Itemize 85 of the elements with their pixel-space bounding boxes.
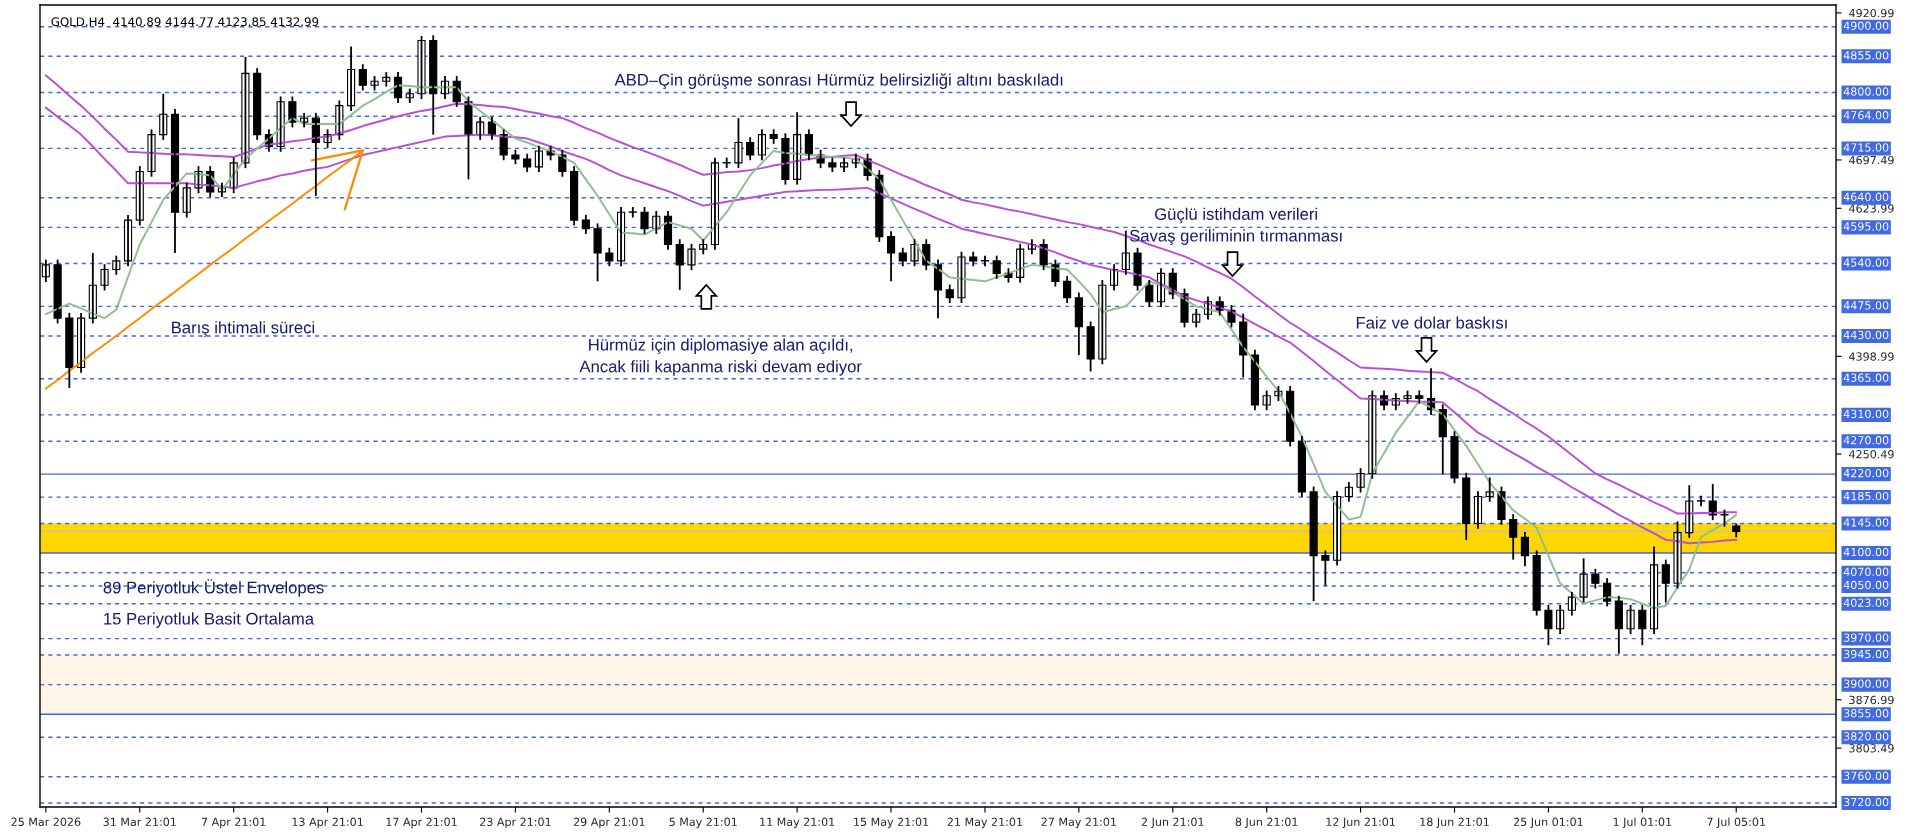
candlestick (1321, 549, 1330, 587)
annotation: Faiz ve dolar baskısı (1356, 316, 1507, 329)
ref-line-label: 4185.00 (1843, 491, 1889, 501)
ref-line-label: 4595.00 (1843, 222, 1889, 231)
ref-line-label: 4715.00 (1843, 143, 1889, 152)
candlestick (1591, 567, 1600, 590)
ref-line-label: 4100.00 (1843, 547, 1889, 557)
ref-line-label: 3760.00 (1844, 771, 1889, 780)
annotation: 89 Periyotluk Üstel Envelopes (103, 579, 324, 597)
annotation: Güçlü istihdam verileri Savaş geriliminin tırmanması (1129, 207, 1342, 245)
x-tick-label: 7 Apr 21:01 (201, 817, 266, 829)
candlestick (417, 35, 426, 100)
y-tick-label: 4920.99 (1849, 8, 1894, 18)
ref-line-label: 3720.00 (1844, 797, 1889, 807)
x-tick-label: 7 Jul 05:01 (1707, 817, 1765, 829)
ref-line-label: 4365.00 (1843, 373, 1889, 382)
annotation: Barış ihtimali süreci (172, 321, 315, 337)
x-tick-label: 8 Jun 21:01 (1235, 817, 1298, 829)
candlestick (1696, 494, 1706, 508)
annotation: ABD–Çin görüşme sonrası Hürmüz belirsizliği altını baskıladı (614, 73, 1063, 90)
x-tick-label: 13 Apr 21:01 (292, 817, 363, 829)
x-tick-label: 25 Jun 01:01 (1513, 817, 1583, 829)
candlestick (241, 56, 250, 170)
x-tick-label: 23 Apr 21:01 (480, 817, 551, 829)
ref-line-label: 4220.00 (1843, 468, 1889, 478)
candlestick (1133, 246, 1142, 292)
text: GOLD,H4 4140.89 4144.77 4123.85 4132.99 (51, 17, 319, 28)
ref-line-label: 4270.00 (1843, 436, 1889, 445)
candlestick (910, 238, 919, 268)
candlestick (100, 263, 109, 292)
x-tick-label: 15 May 21:01 (854, 817, 929, 829)
candlestick (969, 250, 978, 268)
candlestick (687, 242, 696, 272)
ref-line-label: 4145.00 (1843, 518, 1889, 527)
candlestick (1626, 604, 1635, 635)
ref-line-label: 3820.00 (1844, 732, 1889, 741)
ref-line-label: 3900.00 (1844, 679, 1889, 688)
y-tick-label: 4250.49 (1849, 450, 1894, 459)
candlestick (1356, 467, 1365, 494)
candlestick (640, 206, 649, 235)
y-tick-label: 4697.49 (1849, 155, 1894, 165)
x-tick-label: 18 Jun 21:01 (1420, 817, 1489, 829)
ref-line-label: 4023.00 (1843, 598, 1889, 607)
candlestick (734, 117, 743, 170)
annotation: Hürmüz için diplomasiye alan açıldı, Ancak fiili kapanma riski devam ediyor (579, 338, 862, 376)
candlestick (628, 206, 637, 219)
y-tick-label: 4398.99 (1849, 352, 1894, 361)
candlestick (1450, 430, 1459, 485)
candlestick (1673, 520, 1682, 590)
x-tick-label: 1 Jul 01:01 (1613, 817, 1672, 829)
candlestick (957, 250, 966, 304)
ref-line-label: 4800.00 (1843, 87, 1889, 96)
ref-line-label: 4540.00 (1843, 258, 1889, 267)
ref-line-label: 4900.00 (1843, 21, 1889, 30)
x-tick-label: 11 May 21:01 (760, 817, 835, 829)
ref-line-label: 4640.00 (1843, 192, 1889, 201)
ref-line-label: 4050.00 (1843, 580, 1889, 590)
ref-line-label: 3945.00 (1844, 649, 1889, 659)
x-tick-label: 27 May 21:01 (1041, 817, 1116, 829)
ref-line-label: 4855.00 (1843, 51, 1889, 60)
candlestick (722, 156, 731, 170)
ref-line-label: 4070.00 (1843, 567, 1889, 577)
ref-line-label: 3855.00 (1844, 709, 1889, 718)
x-tick-label: 17 Apr 21:01 (386, 817, 457, 829)
x-tick-label: 12 Jun 21:01 (1326, 817, 1395, 829)
candlestick (1544, 604, 1553, 647)
x-tick-label: 31 Mar 21:01 (103, 817, 176, 827)
candlestick (1497, 485, 1506, 526)
ref-line-label: 4310.00 (1843, 409, 1889, 419)
candlestick (980, 254, 990, 268)
annotation: 15 Periyotluk Basit Ortalama (104, 612, 315, 628)
y-tick-label: 3876.99 (1849, 695, 1894, 705)
ref-line-label: 3970.00 (1844, 633, 1889, 642)
x-tick-label: 21 May 21:01 (947, 817, 1023, 829)
x-tick-label: 25 Mar 2026 (11, 817, 81, 827)
x-tick-label: 5 May 21:01 (669, 817, 737, 829)
x-tick-label: 2 Jun 21:01 (1141, 817, 1204, 829)
ref-line-label: 4430.00 (1843, 330, 1889, 340)
x-tick-label: 29 Apr 21:01 (573, 817, 645, 829)
y-tick-label: 4623.99 (1849, 204, 1894, 213)
ref-line-label: 4475.00 (1843, 301, 1889, 310)
candlestick (147, 128, 156, 178)
candlestick (593, 222, 602, 283)
ref-line-label: 4764.00 (1843, 111, 1889, 120)
y-tick-label: 3803.49 (1849, 744, 1894, 753)
